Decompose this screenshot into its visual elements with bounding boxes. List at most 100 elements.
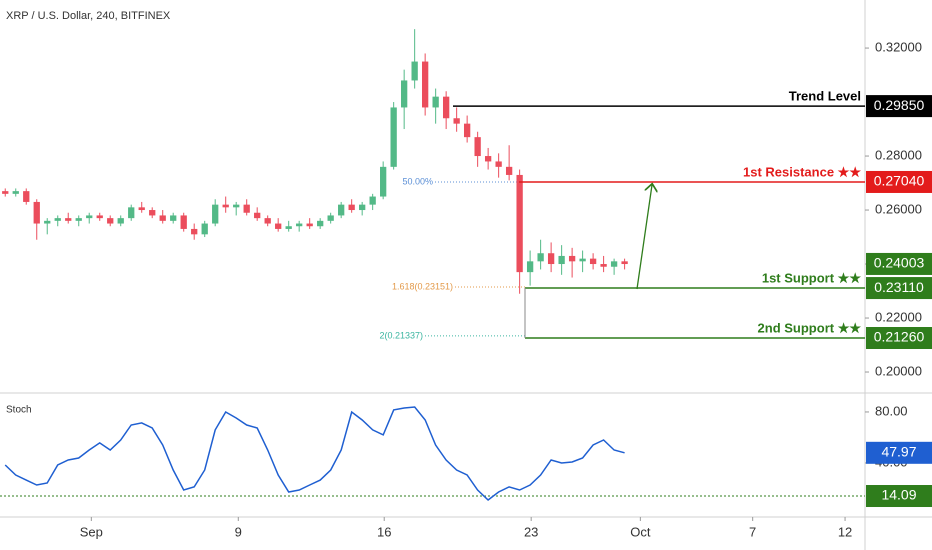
candle-body	[117, 218, 124, 224]
candle-body	[380, 166, 387, 197]
candle-body	[44, 220, 51, 224]
candle-body	[558, 255, 565, 265]
x-tick-label: 16	[377, 524, 391, 539]
level-name: 2nd Support ★★	[758, 320, 862, 335]
candle-body	[107, 218, 114, 224]
stoch-title: Stoch	[6, 405, 32, 416]
stoch-level-box	[866, 485, 932, 508]
candle-body	[463, 123, 471, 138]
last-price-label: 0.24003	[874, 255, 925, 271]
candle-body	[516, 174, 523, 273]
candle-body	[495, 161, 502, 167]
candle-body	[390, 107, 397, 167]
last-price-box	[866, 252, 932, 275]
fib-label: 50.00%	[402, 176, 433, 186]
candle-body	[96, 215, 103, 219]
candle-body	[296, 223, 303, 227]
price-label-box	[866, 327, 932, 350]
candle-body	[170, 215, 177, 221]
candle-body	[621, 261, 628, 265]
candle-body	[285, 226, 292, 229]
candle-body	[589, 258, 597, 265]
candle-body	[474, 137, 481, 157]
candle-body	[180, 215, 187, 229]
candle-body	[369, 196, 376, 205]
candle-body	[442, 96, 450, 119]
x-tick-label: Oct	[630, 524, 651, 539]
stoch-level-label: 14.09	[881, 487, 916, 503]
y-tick-label: 0.32000	[875, 39, 922, 54]
candle-body	[568, 255, 576, 262]
chart-title: XRP / U.S. Dollar, 240, BITFINEX	[6, 10, 171, 22]
candle-body	[65, 218, 72, 221]
candle-body	[12, 191, 19, 194]
candle-body	[86, 215, 93, 219]
price-label: 0.27040	[874, 173, 925, 189]
candle-body	[201, 223, 208, 235]
candle-body	[359, 204, 366, 211]
y-tick-label: 0.28000	[875, 147, 922, 162]
x-tick-label: 23	[524, 524, 538, 539]
candle-body	[317, 220, 324, 227]
candle-body	[610, 261, 618, 267]
stoch-last-box	[866, 441, 932, 464]
x-tick-label: 9	[235, 524, 242, 539]
stoch-last-label: 47.97	[881, 444, 916, 460]
candle-body	[526, 261, 534, 273]
x-tick-label: 12	[838, 524, 852, 539]
candle-body	[338, 204, 345, 216]
candle-body	[138, 207, 145, 211]
candle-body	[212, 204, 219, 224]
candle-body	[33, 201, 40, 224]
candle-body	[432, 96, 439, 108]
projection-arrow	[636, 185, 652, 290]
candle-body	[505, 166, 513, 175]
candle-body	[537, 253, 544, 262]
level-name: 1st Resistance ★★	[743, 164, 861, 179]
y-tick-label: 0.26000	[875, 201, 922, 216]
candle-body	[411, 61, 418, 81]
stoch-line	[4, 406, 625, 501]
candle-body	[222, 204, 229, 208]
x-tick-label: Sep	[80, 524, 103, 539]
candle-body	[306, 223, 313, 227]
candle-body	[254, 212, 261, 219]
price-label: 0.23110	[874, 279, 924, 295]
level-name: Trend Level	[789, 89, 861, 104]
candle-body	[348, 204, 355, 211]
candle-body	[159, 215, 166, 221]
candle-body	[327, 215, 334, 221]
candle-body	[264, 218, 271, 224]
candle-body	[401, 80, 408, 108]
candle-body	[579, 258, 586, 262]
price-label: 0.21260	[874, 329, 925, 345]
candle-body	[23, 191, 30, 202]
price-label: 0.29850	[874, 97, 925, 113]
y-tick-label: 0.20000	[875, 363, 922, 378]
candle-body	[191, 228, 198, 235]
candle-body	[422, 61, 429, 108]
candle-body	[149, 210, 156, 216]
level-name: 1st Support ★★	[762, 270, 861, 285]
fib-label: 2(0.21337)	[379, 330, 423, 340]
candle-body	[243, 204, 250, 213]
candle-body	[54, 218, 61, 221]
candle-body	[453, 118, 460, 124]
candle-body	[600, 264, 607, 267]
price-label-box	[866, 277, 932, 300]
candle-body	[275, 223, 282, 229]
x-tick-label: 7	[749, 524, 756, 539]
y-tick-label: 80.00	[875, 403, 908, 418]
candle-body	[2, 191, 9, 194]
fib-label: 1.618(0.23151)	[392, 281, 453, 291]
candle-body	[547, 253, 555, 265]
candle-body	[233, 204, 240, 208]
candle-body	[484, 156, 492, 162]
candle-body	[75, 218, 82, 221]
candle-body	[128, 207, 135, 219]
price-label-box	[866, 170, 932, 193]
price-label-box	[866, 95, 932, 118]
y-tick-label: 0.22000	[875, 309, 922, 324]
